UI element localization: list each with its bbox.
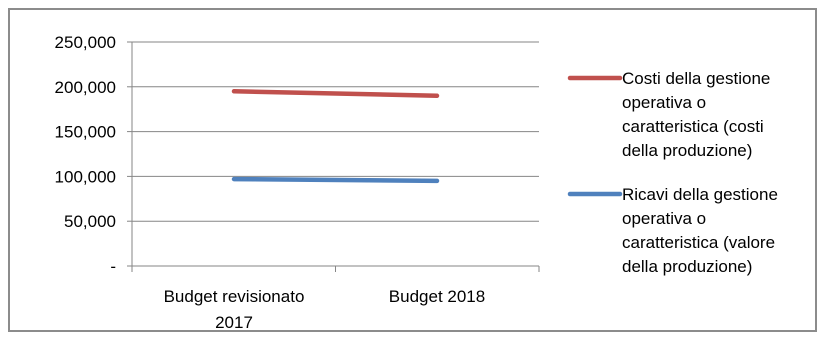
legend: Costi della gestione operativa o caratteri… — [567, 69, 778, 276]
series-line-1 — [231, 89, 440, 99]
series-lines — [231, 89, 440, 184]
legend-label-1: Costi della gestione operativa o caratteri… — [622, 69, 770, 160]
series-line-2 — [231, 176, 440, 184]
x-tick-label: Budget revisionato 2017 — [164, 287, 305, 332]
legend-label-2: Ricavi della gestione operativa o caratter… — [622, 185, 778, 276]
grid-lines — [132, 41, 539, 222]
x-axis-tick-labels: Budget revisionato 2017 Budget 2018 — [164, 287, 486, 332]
y-tick-label: 200,000 — [55, 78, 116, 97]
y-tick-label: 150,000 — [55, 123, 116, 142]
y-tick-label: 100,000 — [55, 167, 116, 186]
axes — [127, 41, 540, 272]
y-tick-label: - — [110, 257, 116, 276]
y-tick-label: 250,000 — [55, 33, 116, 52]
line-chart: - 50,000 100,000 150,000 200,000 250,000 Budg… — [55, 33, 778, 332]
x-tick-label: Budget 2018 — [389, 287, 485, 306]
y-axis-tick-labels: - 50,000 100,000 150,000 200,000 250,000 — [55, 33, 116, 276]
chart-frame: - 50,000 100,000 150,000 200,000 250,000 Budg… — [8, 8, 817, 332]
y-tick-label: 50,000 — [64, 212, 116, 231]
